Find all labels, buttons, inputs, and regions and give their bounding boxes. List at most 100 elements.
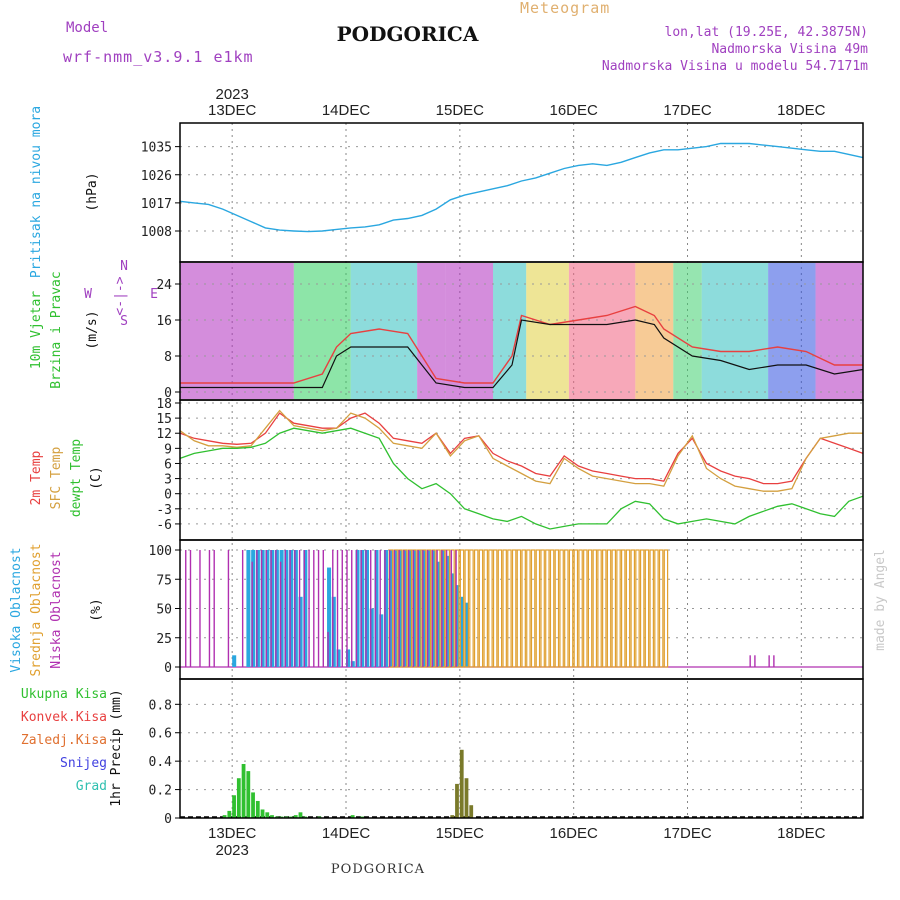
cloud-bar-high [346,649,351,667]
precip-bar [232,795,236,818]
cloud-bar-mid [568,549,574,668]
date-label-top: 14DEC [322,102,371,119]
cloud-bar-mid [621,549,626,668]
wind-axis-label-1: 10m Vjetar [29,291,44,369]
cloud-bar-high [412,550,417,667]
cloud-bar-mid [654,549,659,668]
cloud-bar-high [402,550,407,667]
cloud-bar-mid [521,549,526,668]
precip-legend-1: Konvek.Kisa [21,710,107,725]
cloud-bar-mid [526,549,531,668]
temp-axis-label-2m: 2m Temp [29,450,44,505]
cloud-bar-high [232,655,237,667]
precip-bar [469,805,474,818]
cloud-bar-high [279,550,284,667]
precip-bar [450,815,455,818]
pressure-axis-label: Pritisak na nivou mora [29,106,44,278]
cloud-bar-mid [559,549,564,668]
cloud-bar-high [398,550,403,667]
y-tick-label: 75 [156,573,172,588]
cloud-bar-high [450,573,455,667]
cloud-bar-high [459,596,464,667]
y-tick-label: 0 [164,386,172,401]
cloud-bar-mid [545,549,550,668]
cloud-bar-high [360,550,365,667]
cloud-bar-high [298,596,303,667]
y-tick-label: 0.2 [149,784,172,799]
cloud-bar-mid [502,549,507,668]
cloud-bar-high [274,550,279,667]
y-tick-label: 1026 [141,169,172,184]
cloud-axis-label-low: Niska Oblacnost [49,551,64,668]
date-label-top: 15DEC [436,102,485,119]
compass-east: E [150,287,158,302]
wind-speed-series [180,319,864,389]
wind-gust-series [180,305,863,384]
wind-barb-band [293,263,351,399]
wind-axis-label-2: Brzina i Pravac [49,271,64,388]
cloud-bar-mid [459,549,465,668]
cloud-bar-mid [573,549,579,668]
y-tick-label: 1008 [141,225,172,240]
temp-axis-label-sfc: SFC Temp [49,447,64,510]
cloud-bar-high [464,602,469,667]
cloud-bar-high [284,550,289,667]
station-coordinates: lon,lat (19.25E, 42.3875N) [664,25,869,40]
cloud-bar-high [364,550,370,667]
cloud-bar-mid [583,549,588,668]
y-tick-label: 25 [156,632,172,647]
date-label-bottom: 15DEC [436,825,485,842]
compass-south: S [120,314,128,329]
cloud-bar-mid [464,549,470,668]
model-name: wrf-nmm_v3.9.1 e1km [63,48,254,66]
y-tick-label: -3 [156,503,172,518]
cloud-unit-label: (%) [89,598,104,621]
y-tick-label: 1017 [141,197,172,212]
cloud-bar-mid [488,549,493,668]
temp-series-0 [179,412,864,485]
y-tick-label: 15 [156,412,172,427]
cloud-bar-mid [540,549,545,668]
precip-bar [241,764,246,818]
cloud-bar-high [260,550,265,667]
year-label-bottom: 2023 [215,842,248,859]
cloud-bar-high [289,550,294,667]
cloud-bar-high [331,596,336,667]
wind-barb-band [417,263,446,399]
bottom-station-label: PODGORICA [330,862,426,877]
cloud-bar-high [374,550,379,667]
cloud-bar-mid [592,549,598,668]
credit-watermark: made by Angel [873,549,888,651]
y-tick-label: 0.4 [149,755,173,770]
precip-bar [298,812,303,818]
cloud-bar-mid [483,549,488,668]
wind-barb-band [180,263,294,399]
cloud-bar-high [379,614,384,667]
wind-barb-band [350,263,418,399]
cloud-bar-high [255,550,260,667]
cloud-bar-high [445,555,450,667]
panel-frame-pressure [179,122,864,263]
y-tick-label: 0.8 [149,698,172,713]
precip-bar [251,792,255,818]
wind-barb-band [526,263,569,399]
cloud-bar-mid [549,549,555,668]
y-tick-label: 0 [164,661,172,676]
temp-unit-label: (C) [89,466,104,489]
cloud-bar-high [421,550,426,667]
wind-barb-band [701,263,769,399]
y-tick-label: 24 [156,278,172,293]
cloud-bar-mid [492,549,498,668]
cloud-bar-high [436,561,441,667]
precip-bar [455,783,459,818]
y-tick-label: 100 [149,544,172,559]
cloud-bar-mid [511,549,517,668]
precip-legend-4: Grad [76,779,107,794]
y-tick-label: 9 [164,442,172,457]
cloud-bar-mid [516,549,522,668]
precip-bar [350,815,355,818]
precip-legend-3: Snijeg [60,756,107,771]
precip-bar [265,812,270,818]
cloud-bar-high [246,550,251,667]
date-label-top: 17DEC [663,102,712,119]
